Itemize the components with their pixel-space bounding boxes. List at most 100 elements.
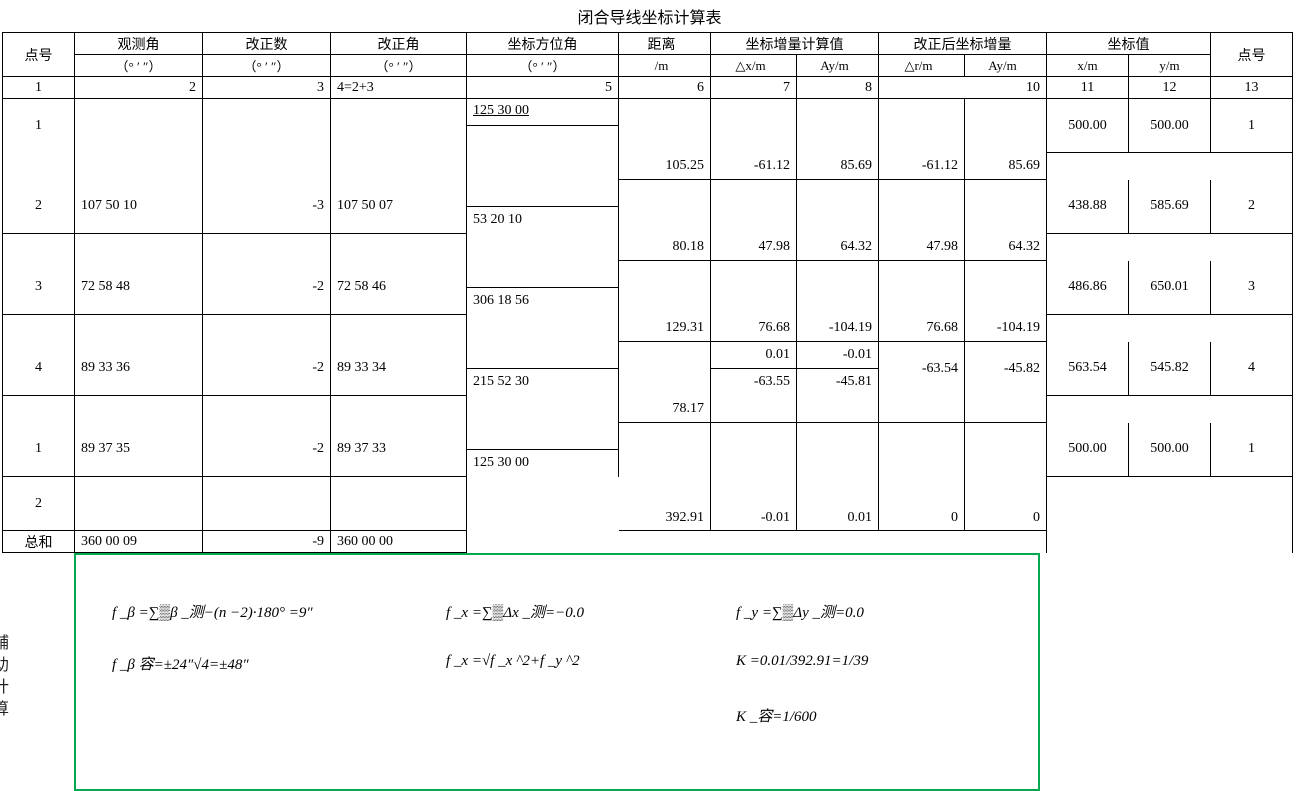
cell <box>965 531 1047 553</box>
formula-fy: f _y =∑▒Δy _测=0.0 <box>736 601 936 622</box>
cell <box>797 261 879 315</box>
cell <box>75 477 203 531</box>
cell-dist: 78.17 <box>619 396 711 423</box>
cell <box>711 423 797 477</box>
cell-dx2: -63.55 <box>711 369 797 396</box>
cell <box>203 315 331 342</box>
cell-y: 585.69 <box>1129 180 1211 234</box>
cell <box>467 180 619 207</box>
cell-dy: 0.01 <box>797 477 879 531</box>
cell-drx: -61.12 <box>879 153 965 180</box>
main-table: 点号 观测角 改正数 改正角 坐标方位角 距离 坐标增量计算值 改正后坐标增量 … <box>2 32 1293 553</box>
cell <box>331 153 467 180</box>
cell-dx: -0.01 <box>711 477 797 531</box>
cell <box>1129 234 1211 261</box>
cell-drx: 0 <box>879 477 965 531</box>
cell-x: 500.00 <box>1047 99 1129 153</box>
cell <box>75 315 203 342</box>
cell <box>467 396 619 423</box>
cell-drx: -63.54 <box>879 342 965 396</box>
cell <box>965 99 1047 153</box>
cell-dist: 80.18 <box>619 234 711 261</box>
cell-drx: 76.68 <box>879 315 965 342</box>
cell <box>467 531 619 553</box>
cell-azimuth: 53 20 10 <box>467 207 619 234</box>
hdr-dr: △r/m <box>879 55 965 77</box>
cell <box>711 531 797 553</box>
cell-cang: 89 37 33 <box>331 423 467 477</box>
hdr-dms3: （° ′ ″） <box>331 55 467 77</box>
cell <box>203 396 331 423</box>
hdr-ay2: Ay/m <box>965 55 1047 77</box>
cell <box>879 396 965 423</box>
cell-azimuth: 125 30 00 <box>467 99 619 126</box>
cell-corr: -3 <box>203 180 331 234</box>
green-box: f _β =∑▒β _测−(n −2)·180° =9″ f _β 容=±24″… <box>74 553 1040 791</box>
cell <box>203 477 331 531</box>
cell-pt: 1 <box>3 423 75 477</box>
cell <box>711 99 797 153</box>
colnum: 1 <box>3 77 75 99</box>
cell <box>1211 315 1293 342</box>
cell-dry: -104.19 <box>965 315 1047 342</box>
cell-y: 500.00 <box>1129 423 1211 477</box>
cell <box>3 315 75 342</box>
cell <box>711 396 797 423</box>
cell-pt: 2 <box>3 477 75 531</box>
cell <box>75 234 203 261</box>
cell <box>879 261 965 315</box>
colnum: 7 <box>711 77 797 99</box>
colnum: 12 <box>1129 77 1211 99</box>
cell-y: 650.01 <box>1129 261 1211 315</box>
cell-x: 500.00 <box>1047 423 1129 477</box>
cell <box>467 126 619 153</box>
hdr-dist-unit: /m <box>619 55 711 77</box>
hdr-inc-calc: 坐标增量计算值 <box>711 33 879 55</box>
colnum: 2 <box>75 77 203 99</box>
cell-pt: 4 <box>3 342 75 396</box>
cell-dy: 64.32 <box>797 234 879 261</box>
cell-y: 545.82 <box>1129 342 1211 396</box>
cell <box>331 234 467 261</box>
hdr-corr: 改正数 <box>203 33 331 55</box>
cell <box>879 180 965 234</box>
formula-area: 辅助计算 f _β =∑▒β _测−(n −2)·180° =9″ f _β 容… <box>0 553 1299 791</box>
cell <box>965 423 1047 477</box>
cell-azimuth: 125 30 00 <box>467 450 619 477</box>
cell <box>797 396 879 423</box>
page-title: 闭合导线坐标计算表 <box>0 0 1299 32</box>
cell <box>619 99 711 153</box>
cell <box>75 153 203 180</box>
cell-dist: 129.31 <box>619 315 711 342</box>
cell-dx: -61.12 <box>711 153 797 180</box>
cell-corr: -2 <box>203 423 331 477</box>
hdr-obs: 观测角 <box>75 33 203 55</box>
formula-fbeta: f _β =∑▒β _测−(n −2)·180° =9″ <box>112 601 402 622</box>
cell-dy: -104.19 <box>797 315 879 342</box>
cell-x: 438.88 <box>1047 180 1129 234</box>
cell-corr: -2 <box>203 342 331 396</box>
hdr-dms1: （° ′ ″） <box>75 55 203 77</box>
cell <box>965 396 1047 423</box>
colnum: 3 <box>203 77 331 99</box>
cell <box>797 180 879 234</box>
cell-pt2: 1 <box>1211 423 1293 477</box>
cell <box>75 99 203 153</box>
cell <box>619 261 711 315</box>
colnum: 8 <box>797 77 879 99</box>
cell <box>1047 477 1129 531</box>
cell-dy1: -0.01 <box>797 342 879 369</box>
cell <box>1129 153 1211 180</box>
cell-pt: 1 <box>3 99 75 153</box>
cell <box>1129 315 1211 342</box>
cell <box>619 423 711 477</box>
cell <box>203 153 331 180</box>
cell-dry: 64.32 <box>965 234 1047 261</box>
cell-obs: 72 58 48 <box>75 261 203 315</box>
cell-obs: 107 50 10 <box>75 180 203 234</box>
cell <box>1047 531 1129 553</box>
cell <box>1211 477 1293 531</box>
cell <box>797 423 879 477</box>
cell <box>965 261 1047 315</box>
cell-cang: 107 50 07 <box>331 180 467 234</box>
